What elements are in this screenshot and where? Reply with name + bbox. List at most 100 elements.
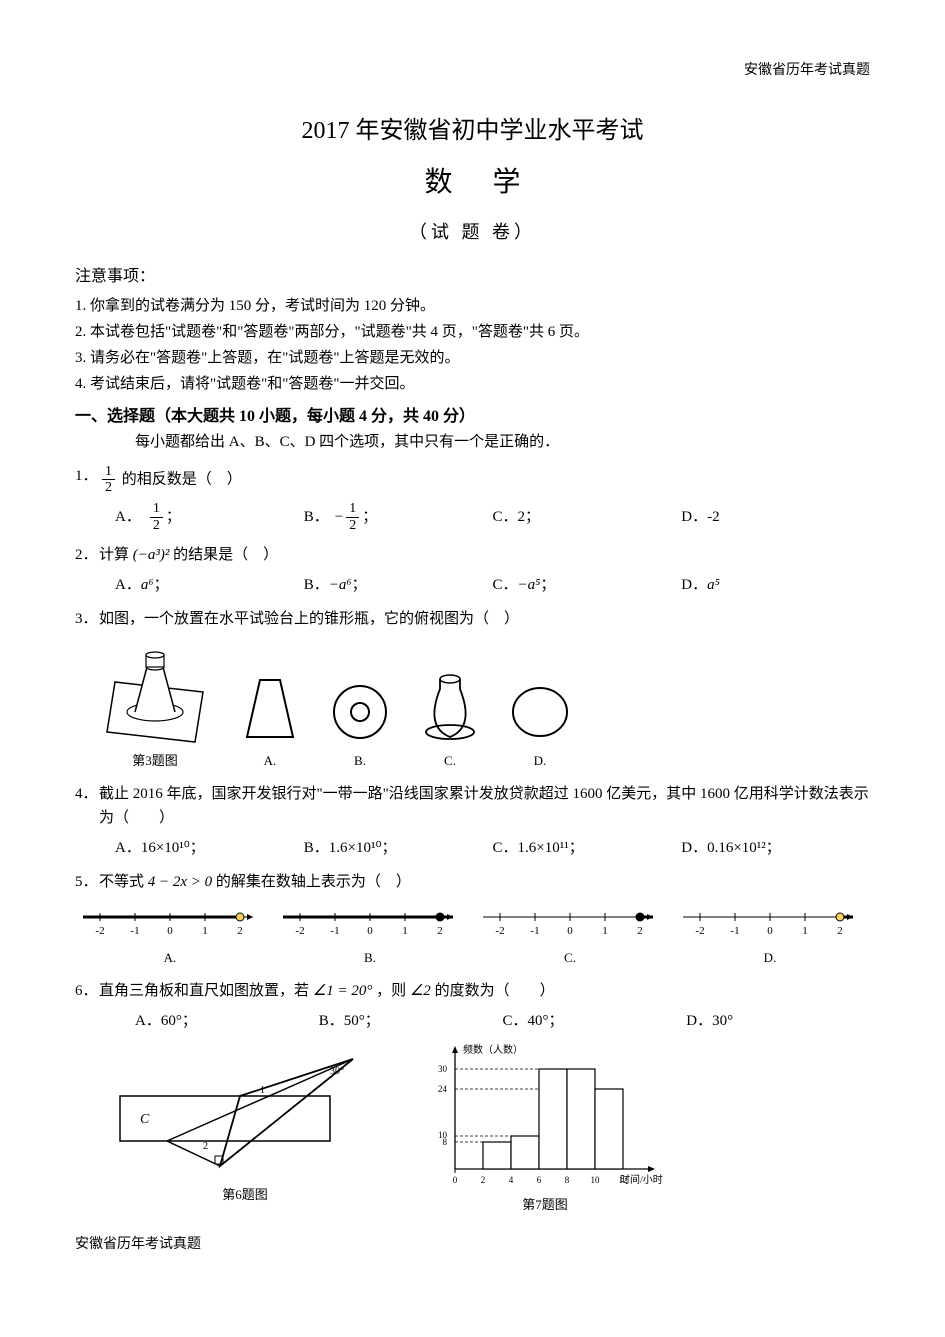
option-c: C．2； [493,501,682,533]
svg-text:0: 0 [167,925,173,937]
exam-subject: 数学 [75,161,870,206]
question-number: 2． [75,543,99,567]
svg-text:2: 2 [481,1175,486,1185]
svg-text:0: 0 [767,925,773,937]
question-text: 截止 2016 年底，国家开发银行对"一带一路"沿线国家累计发放贷款超过 160… [99,782,870,830]
svg-text:12: 12 [619,1175,628,1185]
option-b: B．50°； [319,1009,503,1033]
option-d: D．0.16×10¹²； [681,836,870,860]
svg-text:1: 1 [260,1085,265,1096]
flask-on-table-icon [95,637,215,747]
question-body: 直角三角板和直尺如图放置，若 ∠1 = 20° ，则 ∠2 的度数为（ ） [99,979,870,1003]
svg-text:-1: -1 [130,925,139,937]
options-row: A．a⁶； B．−a⁶； C．−a⁵； D．a⁵ [115,573,870,597]
fraction-icon: 12 [346,501,359,533]
svg-text:0: 0 [453,1175,458,1185]
question-4: 4． 截止 2016 年底，国家开发银行对"一带一路"沿线国家累计发放贷款超过 … [75,782,870,830]
svg-text:1: 1 [802,925,808,937]
header-source: 安徽省历年考试真题 [75,60,870,82]
options-row: A． 12； B． −12； C．2； D．-2 [115,501,870,533]
option-figure-d: D. [505,672,575,772]
option-c: C．−a⁵； [493,573,682,597]
fraction-icon: 12 [102,464,115,496]
question-text: 的相反数是（ ） [122,471,242,487]
svg-text:频数（人数）: 频数（人数） [463,1043,523,1056]
numberline-b: -2 -1 0 1 2 B. [275,902,465,969]
triangle-ruler-icon: C 30° 1 2 [105,1041,385,1181]
svg-text:-1: -1 [530,925,539,937]
option-c: C．1.6×10¹¹； [493,836,682,860]
figure-row-q3: 第3题图 A. B. C. D. [95,637,870,772]
option-b: B．1.6×10¹⁰； [304,836,493,860]
question-1: 1． 12 的相反数是（ ） [75,464,870,496]
question-number: 1． [75,464,99,488]
numberline-c: -2 -1 0 1 2 C. [475,902,665,969]
option-d: D．-2 [681,501,870,533]
figure-label: 第3题图 [132,751,178,772]
question-5: 5． 不等式 4 − 2x > 0 的解集在数轴上表示为（ ） [75,870,870,894]
flask-outline-icon [415,667,485,747]
trapezoid-icon [235,672,305,747]
option-b: B． −12； [304,501,493,533]
q6-figure: C 30° 1 2 第6题图 [105,1041,385,1206]
option-c: C．40°； [503,1009,687,1033]
svg-text:-2: -2 [95,925,104,937]
notice-item: 3. 请务必在"答题卷"上答题，在"试题卷"上答题是无效的。 [75,346,870,370]
svg-text:10: 10 [591,1175,601,1185]
svg-text:2: 2 [637,925,643,937]
option-figure-c: C. [415,667,485,772]
fraction-icon: 12 [150,501,163,533]
concentric-circles-icon [325,672,395,747]
svg-text:24: 24 [438,1084,448,1094]
svg-text:2: 2 [237,925,243,937]
question-6: 6． 直角三角板和直尺如图放置，若 ∠1 = 20° ，则 ∠2 的度数为（ ） [75,979,870,1003]
options-row: A．16×10¹⁰； B．1.6×10¹⁰； C．1.6×10¹¹； D．0.1… [115,836,870,860]
exam-title: 2017 年安徽省初中学业水平考试 [75,112,870,150]
notice-header: 注意事项： [75,264,870,290]
options-row: A．60°； B．50°； C．40°； D．30° [135,1009,870,1033]
question-text: 如图，一个放置在水平试验台上的锥形瓶，它的俯视图为（ ） [99,607,870,631]
option-a: A． 12； [115,501,304,533]
option-a: A．a⁶； [115,573,304,597]
notice-item: 4. 考试结束后，请将"试题卷"和"答题卷"一并交回。 [75,372,870,396]
figure-label: 第6题图 [222,1185,268,1206]
histogram-chart: 频数（人数） 时间/小时 8 10 24 30 0 2 4 6 8 10 12 [425,1041,665,1191]
question-number: 4． [75,782,99,806]
svg-text:-2: -2 [495,925,504,937]
svg-text:2: 2 [437,925,443,937]
question-number: 6． [75,979,99,1003]
svg-text:2: 2 [203,1141,208,1152]
section-header: 一、选择题（本大题共 10 小题，每小题 4 分，共 40 分） [75,404,870,430]
option-d: D．a⁵ [681,573,870,597]
svg-text:1: 1 [402,925,408,937]
svg-text:30: 30 [438,1064,448,1074]
option-figure-b: B. [325,672,395,772]
option-figure-a: A. [235,672,305,772]
svg-text:-1: -1 [730,925,739,937]
question-2: 2． 计算 (−a³)² 的结果是（ ） [75,543,870,567]
svg-text:30°: 30° [330,1066,344,1077]
figure-label: 第7题图 [522,1195,568,1216]
question-body: 不等式 4 − 2x > 0 的解集在数轴上表示为（ ） [99,870,870,894]
option-b: B．−a⁶； [304,573,493,597]
svg-text:1: 1 [202,925,208,937]
svg-text:4: 4 [509,1175,514,1185]
question-3: 3． 如图，一个放置在水平试验台上的锥形瓶，它的俯视图为（ ） [75,607,870,631]
numberline-row: -2 -1 0 1 2 A. -2 -1 0 1 2 B. [75,902,870,969]
svg-text:0: 0 [367,925,373,937]
math-expression: 4 − 2x > 0 [148,874,212,890]
option-a: A．60°； [135,1009,319,1033]
svg-text:C: C [140,1112,150,1127]
section-subheader: 每小题都给出 A、B、C、D 四个选项，其中只有一个是正确的． [135,430,870,454]
question-body: 计算 (−a³)² 的结果是（ ） [99,543,870,567]
question-number: 3． [75,607,99,631]
numberline-d: -2 -1 0 1 2 D. [675,902,865,969]
svg-text:6: 6 [537,1175,542,1185]
figure-row-q6-q7: C 30° 1 2 第6题图 频数（人数） 时间/小时 [105,1041,870,1216]
svg-text:-2: -2 [695,925,704,937]
paper-type: （试 题 卷） [75,218,870,247]
notice-item: 1. 你拿到的试卷满分为 150 分，考试时间为 120 分钟。 [75,294,870,318]
q3-main-figure: 第3题图 [95,637,215,772]
svg-text:10: 10 [438,1130,448,1140]
svg-text:-1: -1 [330,925,339,937]
